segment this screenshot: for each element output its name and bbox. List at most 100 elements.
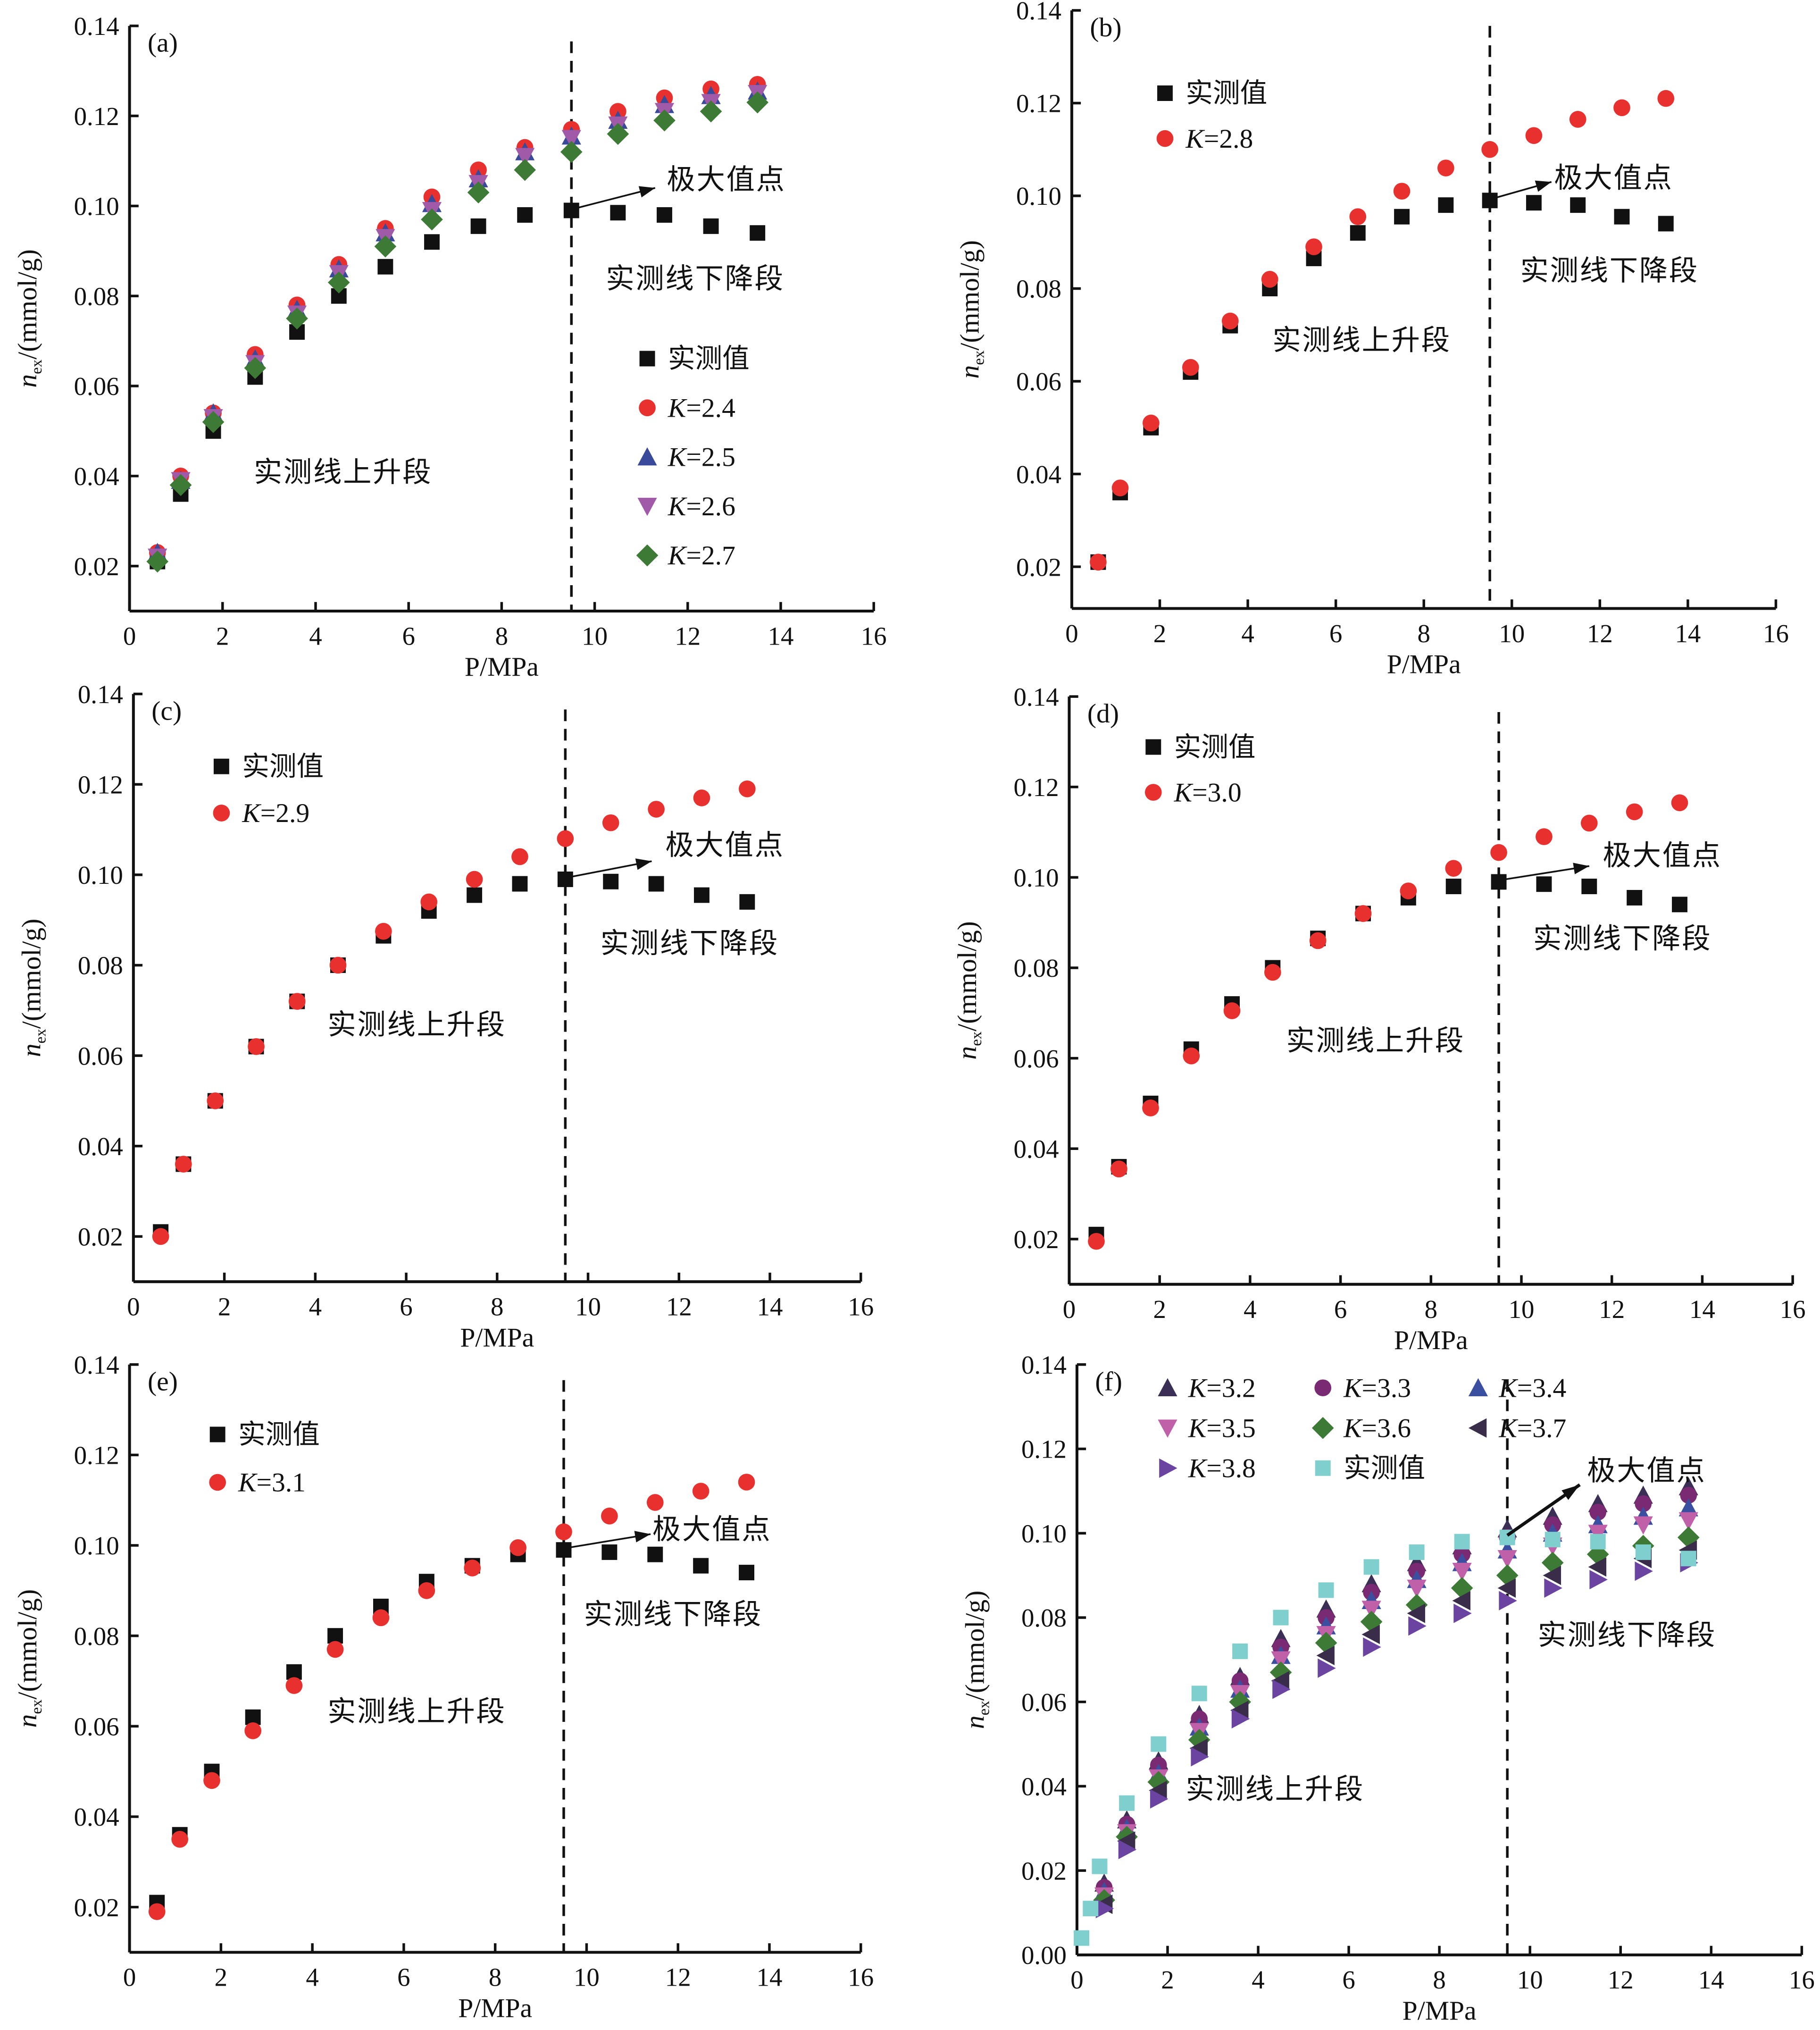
x-tick-label: 8 [489,1963,501,1992]
annotation-text: 实测线上升段 [1286,1025,1465,1057]
y-tick-label: 0.06 [78,1041,123,1070]
x-tick-label: 4 [1244,1295,1256,1324]
arrow-head-icon [1561,1485,1580,1500]
annotation-text: 极大值点 [652,1514,771,1546]
legend-marker [1315,1460,1331,1476]
data-point [1074,1930,1089,1946]
y-tick-label: 0.02 [1021,1856,1067,1885]
data-point [1633,1516,1653,1535]
data-point [1142,1099,1159,1116]
data-point [1437,159,1454,176]
data-point [1409,1544,1425,1560]
annotation-text: 实测线下降段 [1520,255,1699,287]
x-tick-label: 14 [1675,619,1701,648]
data-point [1149,1780,1167,1800]
x-tick-label: 2 [1153,1295,1166,1324]
data-point [693,1558,709,1574]
legend-marker [1158,1419,1177,1438]
data-point [601,1507,618,1525]
data-point [146,550,169,573]
data-point [1232,1643,1248,1659]
data-point [1544,1578,1562,1598]
data-point [1543,1566,1561,1585]
data-point [561,130,581,148]
data-point [1680,1486,1697,1504]
data-point [653,109,676,132]
data-point [1400,882,1417,899]
data-point [603,873,619,889]
data-point [1627,889,1643,906]
legend-label: K=2.8 [1185,124,1253,154]
annotation-text: 极大值点 [1603,840,1722,872]
legend-label: K=2.5 [668,443,735,472]
data-point [509,1539,526,1556]
x-tick-label: 8 [1433,1965,1445,1994]
data-point [1445,879,1461,894]
x-tick-label: 14 [757,1963,783,1992]
data-point [1143,414,1160,432]
data-point [1499,1591,1517,1611]
data-point [421,208,443,231]
legend-marker [1157,85,1173,101]
annotation-text: 实测线上升段 [327,1009,506,1041]
x-tick-label: 12 [665,1963,691,1992]
arrow-head-icon [634,1531,651,1543]
data-point [175,1156,192,1173]
series-K=3.0 [1088,794,1688,1250]
data-point [647,1546,663,1562]
legend-label: K=2.6 [668,492,735,521]
data-point [1672,897,1687,913]
data-point [1438,197,1454,213]
x-tick-label: 0 [123,1963,136,1992]
arrow-head-icon [638,186,655,198]
data-point [1407,1603,1425,1623]
data-point [1309,932,1327,949]
data-point [700,100,722,123]
data-point [1635,1544,1651,1560]
annotation-text: 实测线下降段 [606,263,785,295]
series-K=2.7 [146,91,769,573]
data-point [248,1038,265,1055]
data-point [424,234,440,250]
x-tick-label: 8 [1417,619,1430,648]
data-point [657,207,672,223]
data-point [1261,271,1278,288]
x-tick-label: 14 [757,1292,783,1321]
data-point [739,1565,754,1580]
data-point [1635,1561,1653,1581]
series-K=3.6 [1093,1526,1700,1912]
data-point [557,871,573,887]
data-point [1526,195,1542,211]
legend-label: K=3.0 [1174,778,1242,807]
y-axis-label: nex/(mmol/g) [955,240,987,379]
x-tick-label: 16 [1780,1295,1806,1324]
x-tick-label: 0 [1070,1965,1083,1994]
y-tick-label: 0.12 [1016,89,1061,118]
x-tick-label: 8 [1425,1295,1437,1324]
data-point [464,1560,481,1577]
y-tick-label: 0.08 [1016,275,1061,303]
chart-panel-f: 0 2 4 6 8 10 12 14 16 0.00 0.02 0.04 0.06 0.08 0.10 0.1… [960,1351,1814,2026]
data-point [693,887,710,903]
data-point [466,871,483,888]
x-tick-label: 6 [397,1963,410,1992]
series-实测值 [1090,193,1674,570]
data-point [420,893,438,911]
x-tick-label: 0 [1065,619,1078,648]
legend-label: K=3.8 [1188,1453,1256,1483]
data-point [1491,874,1507,890]
data-point [377,259,393,275]
legend: 实测值 K=3.0 [1144,732,1256,807]
data-point [1183,1047,1200,1065]
data-point [1570,197,1586,213]
x-tick-label: 14 [768,621,794,650]
data-point [1150,1789,1169,1809]
data-point [1452,1562,1472,1581]
data-point [1454,1534,1470,1550]
y-tick-label: 0.02 [1016,553,1061,581]
y-tick-label: 0.10 [1014,864,1059,892]
x-tick-label: 10 [574,1963,600,1992]
y-tick-label: 0.10 [1016,182,1061,210]
data-point [152,1228,169,1245]
legend-marker [1468,1378,1488,1396]
